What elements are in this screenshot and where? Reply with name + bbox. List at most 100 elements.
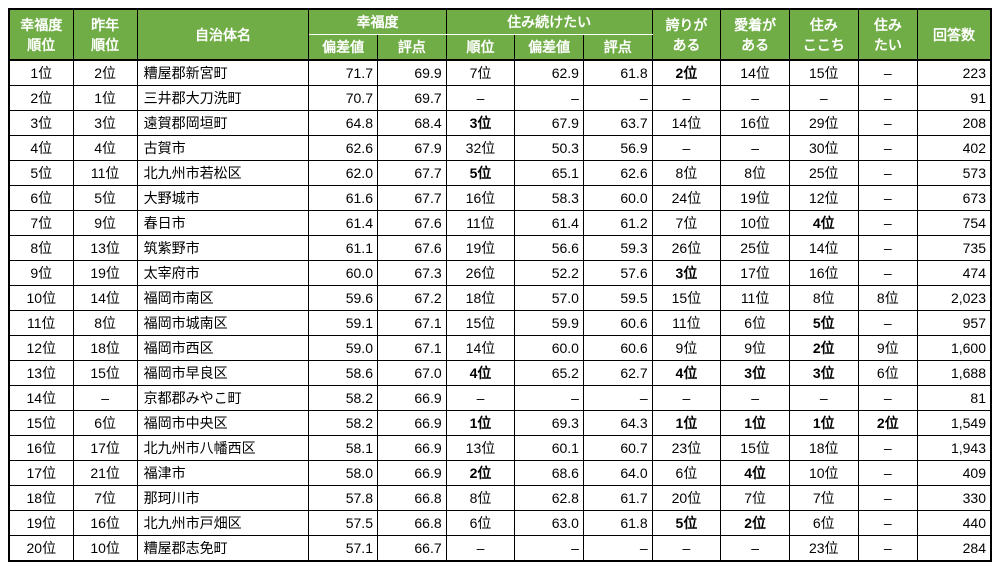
hdr-name: 自治体名 (137, 9, 309, 60)
cell: 14位 (721, 60, 790, 86)
table-row: 16位17位北九州市八幡西区58.166.913位60.160.723位15位1… (9, 436, 991, 461)
cell: 4位 (9, 136, 73, 161)
cell: 15位 (721, 436, 790, 461)
cell: 25位 (721, 236, 790, 261)
cell: 1,688 (918, 361, 991, 386)
cell: 52.2 (515, 261, 584, 286)
cell: 6位 (858, 361, 918, 386)
cell: 8位 (73, 311, 137, 336)
cell: 福岡市城南区 (137, 311, 309, 336)
cell: – (858, 386, 918, 411)
cell: 5位 (73, 186, 137, 211)
cell: 19位 (721, 186, 790, 211)
cell: 2位 (652, 60, 721, 86)
hdr-resp: 回答数 (918, 9, 991, 60)
cell: 北九州市八幡西区 (137, 436, 309, 461)
cell: – (858, 486, 918, 511)
cell: 66.9 (377, 461, 446, 486)
table-row: 17位21位福津市58.066.92位68.664.06位4位10位–409 (9, 461, 991, 486)
cell: 古賀市 (137, 136, 309, 161)
cell: 5位 (446, 161, 515, 186)
cell: 65.1 (515, 161, 584, 186)
cell: 7位 (446, 60, 515, 86)
cell: – (515, 386, 584, 411)
cell: – (583, 386, 652, 411)
cell: 69.7 (377, 86, 446, 111)
cell: 春日市 (137, 211, 309, 236)
cell: 4位 (721, 461, 790, 486)
cell: 68.6 (515, 461, 584, 486)
cell: 66.8 (377, 486, 446, 511)
cell: 62.7 (583, 361, 652, 386)
cell: 57.6 (583, 261, 652, 286)
cell: 62.8 (515, 486, 584, 511)
cell: 67.1 (377, 311, 446, 336)
cell: – (858, 511, 918, 536)
cell: 18位 (9, 486, 73, 511)
cell: 67.0 (377, 361, 446, 386)
cell: 66.9 (377, 411, 446, 436)
cell: 1位 (73, 86, 137, 111)
cell: 57.8 (309, 486, 378, 511)
cell: 15位 (73, 361, 137, 386)
cell: 673 (918, 186, 991, 211)
hdr-prev: 昨年順位 (73, 9, 137, 60)
table-row: 3位3位遠賀郡岡垣町64.868.43位67.963.714位16位29位–20… (9, 111, 991, 136)
cell: 409 (918, 461, 991, 486)
cell: 4位 (789, 211, 858, 236)
cell: 57.0 (515, 286, 584, 311)
cell: 81 (918, 386, 991, 411)
cell: 50.3 (515, 136, 584, 161)
cell: 2位 (73, 60, 137, 86)
cell: 1位 (9, 60, 73, 86)
cell: 三井郡大刀洗町 (137, 86, 309, 111)
cell: 66.7 (377, 536, 446, 562)
cell: 7位 (789, 486, 858, 511)
cell: 10位 (9, 286, 73, 311)
hdr-stay-group: 住み続けたい (446, 9, 652, 35)
cell: 北九州市若松区 (137, 161, 309, 186)
cell: 61.6 (309, 186, 378, 211)
cell: 60.0 (309, 261, 378, 286)
cell: 10位 (73, 536, 137, 562)
cell: 63.0 (515, 511, 584, 536)
cell: – (721, 136, 790, 161)
cell: 10位 (721, 211, 790, 236)
cell: 11位 (9, 311, 73, 336)
cell: 64.0 (583, 461, 652, 486)
cell: 58.2 (309, 386, 378, 411)
cell: – (446, 386, 515, 411)
cell: – (721, 86, 790, 111)
cell: 20位 (652, 486, 721, 511)
cell: 29位 (789, 111, 858, 136)
cell: 4位 (73, 136, 137, 161)
cell: 11位 (73, 161, 137, 186)
cell: 67.6 (377, 236, 446, 261)
table-row: 7位9位春日市61.467.611位61.461.27位10位4位–754 (9, 211, 991, 236)
hdr-want: 住みたい (858, 9, 918, 60)
cell: 64.3 (583, 411, 652, 436)
cell: 9位 (858, 336, 918, 361)
table-row: 11位8位福岡市城南区59.167.115位59.960.611位6位5位–95… (9, 311, 991, 336)
cell: 57.1 (309, 536, 378, 562)
cell: 58.1 (309, 436, 378, 461)
cell: 3位 (721, 361, 790, 386)
cell: 67.9 (377, 136, 446, 161)
cell: 9位 (73, 211, 137, 236)
cell: 56.9 (583, 136, 652, 161)
cell: 8位 (858, 286, 918, 311)
cell: 1,600 (918, 336, 991, 361)
cell: 32位 (446, 136, 515, 161)
cell: 1,549 (918, 411, 991, 436)
cell: 福岡市西区 (137, 336, 309, 361)
cell: 402 (918, 136, 991, 161)
cell: 735 (918, 236, 991, 261)
ranking-table: 幸福度順位 昨年順位 自治体名 幸福度 住み続けたい 誇りがある 愛着がある 住… (8, 8, 992, 562)
cell: 57.5 (309, 511, 378, 536)
cell: – (652, 136, 721, 161)
cell: 223 (918, 60, 991, 86)
cell: 遠賀郡岡垣町 (137, 111, 309, 136)
cell: 2位 (446, 461, 515, 486)
hdr-rank: 幸福度順位 (9, 9, 73, 60)
cell: 北九州市戸畑区 (137, 511, 309, 536)
